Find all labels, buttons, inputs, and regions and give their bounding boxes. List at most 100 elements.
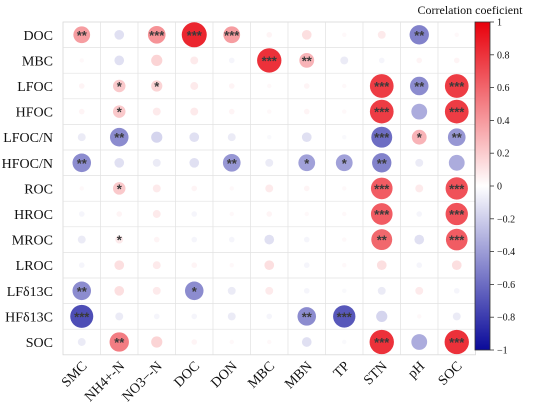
- correlation-bubble: [191, 262, 198, 268]
- significance-mark: ***: [374, 105, 390, 120]
- correlation-bubble: [444, 74, 469, 98]
- significance-mark: ***: [374, 130, 390, 145]
- correlation-bubble: [113, 182, 126, 195]
- correlation-bubble: [190, 107, 199, 116]
- column-label: TP: [331, 359, 353, 381]
- correlation-bubble: [114, 260, 125, 271]
- significance-mark: *: [304, 156, 310, 171]
- correlation-bubble: [227, 312, 236, 321]
- correlation-bubble: [416, 262, 423, 268]
- correlation-bubble: [114, 29, 125, 40]
- colorbar: Correlation coeficient 1 0.8 0.6 0.4 0.2 0 −0.…: [418, 3, 524, 357]
- significance-mark: ***: [449, 207, 465, 222]
- significance-mark: **: [114, 335, 125, 350]
- correlation-bubble: [115, 235, 124, 244]
- column-label: MBC: [245, 359, 278, 392]
- correlation-bubble: [72, 153, 92, 173]
- correlation-bubble: [264, 234, 275, 245]
- correlation-bubble: [152, 261, 161, 270]
- correlation-bubble: [301, 132, 312, 143]
- significance-mark: ***: [449, 233, 465, 248]
- correlation-bubble: [453, 57, 460, 64]
- correlation-bubble: [152, 158, 161, 167]
- significance-mark: **: [114, 130, 125, 145]
- correlation-bubble: [444, 329, 469, 355]
- correlation-bubble: [114, 55, 125, 66]
- correlation-bubble: [229, 339, 234, 345]
- correlation-bubble: [452, 312, 461, 321]
- correlation-bubble: [78, 262, 85, 268]
- significance-mark: ***: [374, 181, 390, 196]
- significance-mark: **: [77, 28, 88, 43]
- correlation-bubble: [411, 334, 428, 350]
- colorbar-tick-label: −0.6: [497, 280, 515, 291]
- correlation-bubble: [113, 105, 126, 118]
- correlation-bubble: [376, 260, 387, 271]
- correlation-bubble: [303, 288, 310, 294]
- correlation-bubble: [191, 236, 198, 243]
- row-label: LFOC: [17, 80, 53, 95]
- correlation-bubble: [411, 129, 427, 145]
- correlation-bubble: [114, 285, 125, 296]
- row-label: HFδ13C: [5, 310, 53, 325]
- colorbar-tick-label: 1: [497, 18, 502, 29]
- correlation-bubble: [298, 154, 316, 172]
- correlation-bubble: [265, 286, 274, 295]
- colorbar-tick-label: 0: [497, 182, 502, 193]
- grid-lines: [62, 21, 476, 356]
- significance-mark: ***: [262, 53, 278, 68]
- correlation-bubble: [184, 281, 204, 301]
- row-label: LFOC/N: [3, 131, 53, 146]
- colorbar-gradient: [474, 21, 491, 351]
- correlation-bubble: [370, 177, 393, 200]
- significance-mark: *: [117, 233, 123, 248]
- correlation-bubble: [444, 99, 469, 124]
- correlation-bubble: [78, 108, 85, 115]
- correlation-bubble: [377, 286, 386, 295]
- correlation-bubble: [299, 53, 315, 68]
- correlation-bubble: [79, 186, 84, 191]
- significance-mark: ***: [374, 79, 390, 94]
- significance-mark: ***: [449, 335, 465, 350]
- correlation-bubble: [416, 57, 423, 64]
- correlation-bubble: [190, 56, 199, 65]
- significance-mark: *: [117, 79, 123, 94]
- correlation-bubble: [333, 305, 356, 328]
- correlation-bubble: [228, 57, 235, 64]
- significance-mark: **: [302, 309, 313, 324]
- correlation-bubble: [223, 26, 241, 44]
- significance-mark: ***: [449, 181, 465, 196]
- significance-mark: *: [417, 130, 423, 145]
- significance-mark: ***: [149, 28, 165, 43]
- correlation-bubble: [371, 229, 393, 251]
- colorbar-tick-label: 0.4: [497, 116, 510, 127]
- colorbar-title: Correlation coeficient: [418, 3, 524, 17]
- correlation-bubble: [453, 288, 460, 294]
- significance-mark: **: [414, 79, 425, 94]
- correlation-bubble: [227, 133, 236, 142]
- row-label: SOC: [26, 336, 53, 351]
- correlation-bubble: [303, 262, 310, 268]
- correlation-bubble: [342, 83, 347, 89]
- correlation-bubble: [257, 48, 282, 73]
- correlation-bubble: [416, 211, 423, 217]
- correlation-bubble: [109, 332, 129, 352]
- correlation-bubble: [267, 339, 272, 345]
- row-label: HFOC/N: [2, 157, 53, 172]
- correlation-bubble: [152, 184, 161, 193]
- correlation-bubble: [153, 313, 160, 320]
- correlation-bubble: [372, 153, 392, 173]
- correlation-bubble: [303, 83, 310, 89]
- correlation-bubble: [115, 312, 124, 321]
- correlation-bubble: [369, 74, 394, 98]
- correlation-bubble: [191, 185, 198, 192]
- correlation-bubble: [342, 32, 347, 37]
- correlation-bubble: [445, 177, 468, 200]
- correlation-bubble: [153, 236, 160, 243]
- significance-mark: *: [117, 181, 123, 196]
- correlation-bubble: [447, 128, 466, 147]
- colorbar-tick-label: −1: [497, 346, 508, 357]
- correlation-bubble: [303, 185, 310, 192]
- column-label: SOC: [436, 359, 466, 389]
- correlation-bubble: [152, 286, 161, 295]
